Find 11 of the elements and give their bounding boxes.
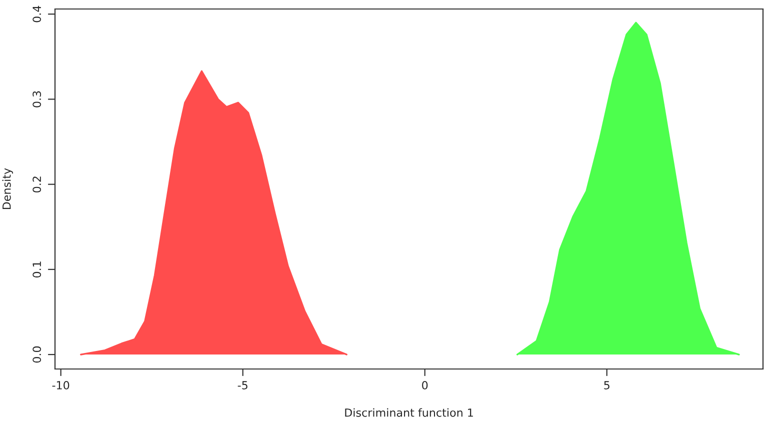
- y-tick-label: 0.4: [32, 6, 42, 22]
- y-tick-label: 0.2: [32, 176, 42, 192]
- y-axis-title: Density: [2, 168, 13, 210]
- x-tick-label: -5: [238, 381, 248, 390]
- y-tick-label: 0.0: [32, 346, 42, 363]
- x-axis-title: Discriminant function 1: [345, 408, 473, 417]
- x-tick-label: 5: [604, 381, 610, 390]
- y-tick-label: 0.3: [32, 91, 42, 108]
- y-tick-label: 0.1: [32, 262, 42, 278]
- x-tick-label: -10: [52, 381, 70, 390]
- x-tick-label: 0: [422, 381, 428, 390]
